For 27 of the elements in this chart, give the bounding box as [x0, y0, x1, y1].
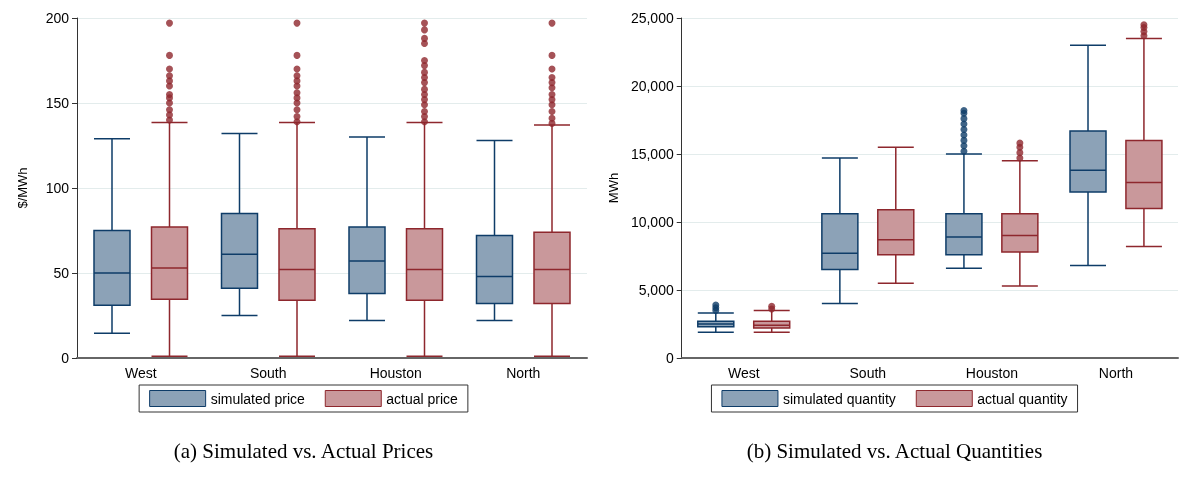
y-tick-label: 20,000 — [630, 78, 674, 94]
y-tick-label: 150 — [45, 95, 70, 111]
legend-label: simulated price — [210, 390, 305, 407]
x-tick-label: West — [124, 365, 157, 381]
x-tick-label: South — [249, 365, 287, 381]
x-tick-label: Houston — [965, 365, 1018, 381]
y-tick-label: 10,000 — [630, 214, 674, 230]
y-tick-label: 50 — [53, 265, 70, 281]
x-tick-label: Houston — [369, 365, 422, 381]
x-tick-label: West — [727, 365, 760, 381]
legend-label: actual quantity — [977, 390, 1068, 407]
y-tick-label: 0 — [61, 350, 70, 366]
y-axis-title: $/MWh — [15, 167, 30, 209]
y-tick-label: 5,000 — [638, 282, 674, 298]
x-tick-label: North — [506, 365, 541, 381]
legend-label: simulated quantity — [782, 390, 896, 407]
y-tick-label: 15,000 — [630, 146, 674, 162]
y-tick-label: 0 — [665, 350, 674, 366]
y-axis-title: MWh — [606, 172, 621, 204]
text: (b) Simulated vs. Actual Quantities — [746, 438, 1043, 463]
y-tick-label: 200 — [45, 10, 70, 26]
y-tick-label: 25,000 — [630, 10, 674, 26]
x-tick-label: South — [849, 365, 887, 381]
x-tick-label: North — [1098, 365, 1134, 381]
legend-label: actual price — [386, 390, 459, 407]
text: (a) Simulated vs. Actual Prices — [173, 438, 434, 463]
y-tick-label: 100 — [45, 180, 70, 196]
